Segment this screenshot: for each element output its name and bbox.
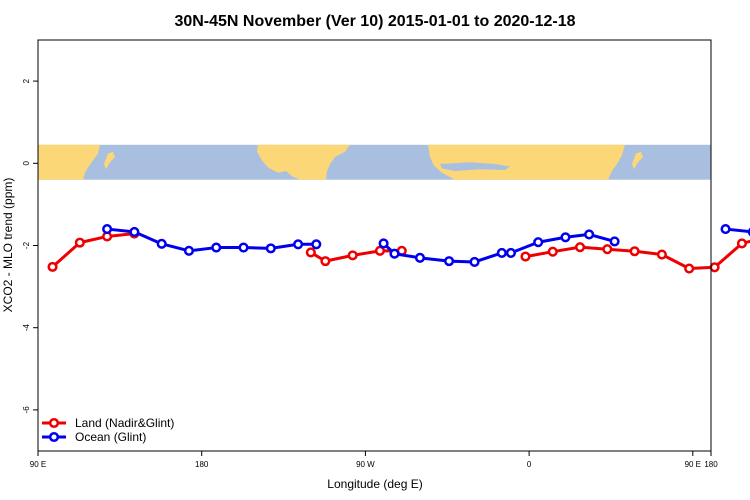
data-point: [102, 224, 113, 235]
data-point: [378, 238, 389, 249]
x-tick-label: 90 W: [356, 460, 375, 469]
legend-label: Ocean (Glint): [75, 430, 146, 444]
data-point: [505, 247, 516, 258]
data-point: [414, 252, 426, 263]
map-sea: [440, 162, 510, 172]
world-map-band: [38, 144, 711, 180]
map-land: [632, 151, 643, 170]
data-point: [265, 243, 276, 254]
map-land: [104, 151, 115, 170]
data-point: [183, 245, 195, 256]
x-tick-label: 180: [704, 460, 718, 469]
data-point: [374, 245, 386, 256]
data-point: [469, 256, 480, 267]
y-tick-label: -2: [22, 241, 31, 249]
data-point: [684, 263, 695, 274]
data-point: [311, 239, 322, 250]
series: [47, 228, 750, 274]
map-land: [428, 144, 625, 180]
data-point: [347, 250, 358, 261]
series-line: [51, 232, 135, 268]
legend-marker: [48, 417, 60, 429]
x-axis-label: Longitude (deg E): [327, 477, 422, 491]
data-point: [720, 224, 731, 235]
data-point: [520, 251, 531, 262]
data-point: [736, 238, 747, 249]
data-point: [609, 236, 620, 247]
series-layer: [47, 224, 750, 274]
map-land: [257, 144, 350, 180]
y-tick-label: -6: [22, 406, 31, 414]
y-axis: 2 0 -2 -4 -6: [22, 78, 38, 413]
data-point: [211, 242, 222, 253]
data-point: [574, 242, 586, 253]
data-point: [305, 247, 316, 258]
data-point: [656, 249, 667, 260]
x-tick-label: 180: [195, 460, 209, 469]
data-point: [629, 246, 640, 257]
x-axis: 90 E 180 90 W 0 90 E 180: [30, 451, 718, 469]
data-point: [320, 256, 331, 267]
data-point: [584, 229, 595, 240]
chart-title: 30N-45N November (Ver 10) 2015-01-01 to …: [174, 13, 575, 30]
data-point: [602, 244, 613, 255]
data-point: [547, 246, 558, 257]
data-point: [156, 238, 167, 249]
series-line: [725, 227, 750, 234]
x-tick-label: 90 E: [30, 460, 46, 469]
x-tick-label: 90 E: [685, 460, 701, 469]
data-point: [560, 232, 571, 243]
data-point: [47, 261, 58, 272]
y-axis-label: XCO2 - MLO trend (ppm): [1, 178, 15, 313]
data-point: [74, 237, 85, 248]
y-tick-label: 0: [22, 161, 31, 166]
data-point: [293, 239, 304, 250]
data-point: [709, 262, 720, 273]
data-point: [444, 256, 455, 267]
data-point: [238, 242, 249, 253]
y-tick-label: -4: [22, 324, 31, 332]
data-point: [129, 226, 140, 237]
legend-label: Land (Nadir&Glint): [75, 416, 174, 430]
data-point: [533, 237, 544, 248]
map-land: [38, 144, 100, 180]
y-tick-label: 2: [22, 78, 31, 83]
legend: Land (Nadir&Glint)Ocean (Glint): [42, 416, 174, 444]
legend-marker: [48, 431, 60, 443]
data-point: [389, 248, 400, 259]
data-point: [496, 247, 507, 258]
series: [102, 224, 750, 267]
x-tick-label: 0: [527, 460, 532, 469]
